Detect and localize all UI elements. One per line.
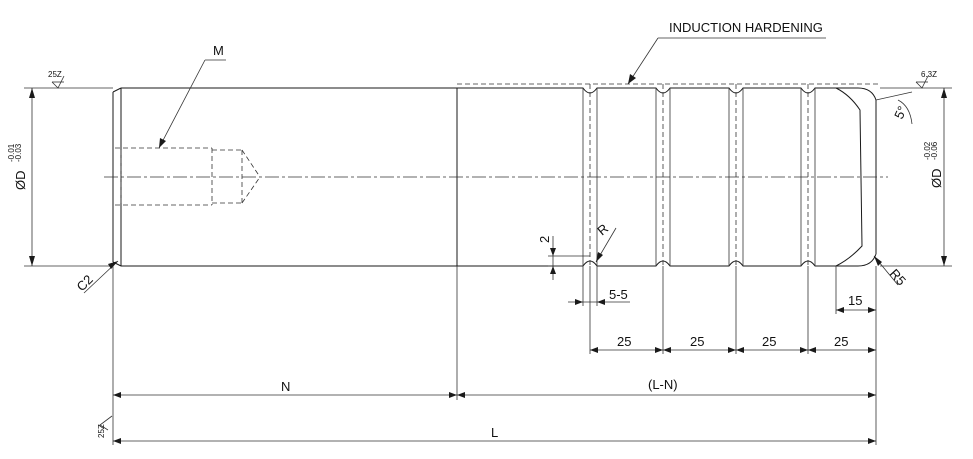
pitch-dimension <box>589 266 876 354</box>
surface-finish-right-top: 6.3Z <box>921 70 937 79</box>
surface-finish-right-top-icon <box>915 75 929 89</box>
surface-finish-left-top-icon <box>51 75 65 89</box>
groove-width-label: 5-5 <box>609 287 628 302</box>
right-diameter-dimension <box>880 87 952 267</box>
fillet-r-leader <box>595 227 617 263</box>
thread-label: M <box>213 43 224 58</box>
fillet-r5-leader <box>873 255 899 286</box>
induction-hardening-leader <box>627 37 826 85</box>
pitch-label-3: 25 <box>762 334 776 349</box>
chamfer-leader <box>83 260 119 294</box>
right-diameter-upper-tol: -0.02 <box>923 141 932 160</box>
pitch-label-4: 25 <box>834 334 848 349</box>
surface-finish-bottom-left: 25Z <box>97 424 106 438</box>
dim-l-label: L <box>491 425 498 440</box>
angle-label: 5° <box>891 104 910 122</box>
overall-dimensions <box>112 266 877 445</box>
right-diameter-symbol: ØD <box>929 169 944 189</box>
dim-n-label: N <box>281 379 290 394</box>
thread-leader <box>158 59 226 149</box>
groove-width-dimension <box>568 266 630 306</box>
pitch-label-2: 25 <box>690 334 704 349</box>
dim-l-minus-n-label: (L-N) <box>648 377 678 392</box>
left-diameter-lower-tol: -0.03 <box>14 143 23 162</box>
surface-finish-bottom-left-icon <box>99 415 113 431</box>
left-diameter-symbol: ØD <box>13 171 28 191</box>
fillet-r5-label: R5 <box>887 266 909 288</box>
angle-dimension <box>875 91 913 125</box>
pitch-label-1: 25 <box>617 334 631 349</box>
groove-depth-label: 2 <box>537 236 552 243</box>
chamfer-label: C2 <box>74 272 96 294</box>
end-length-label: 15 <box>848 293 862 308</box>
left-diameter-upper-tol: -0.01 <box>7 143 16 162</box>
surface-finish-left-top: 25Z <box>48 70 62 79</box>
groove-depth-dimension <box>548 236 590 280</box>
end-length-dimension <box>835 266 877 350</box>
threaded-hole <box>115 147 261 206</box>
left-diameter-dimension <box>24 87 113 267</box>
induction-hardening-label: INDUCTION HARDENING <box>669 20 823 35</box>
hardening-layer-lines <box>457 83 878 266</box>
right-diameter-lower-tol: -0.06 <box>930 141 939 160</box>
